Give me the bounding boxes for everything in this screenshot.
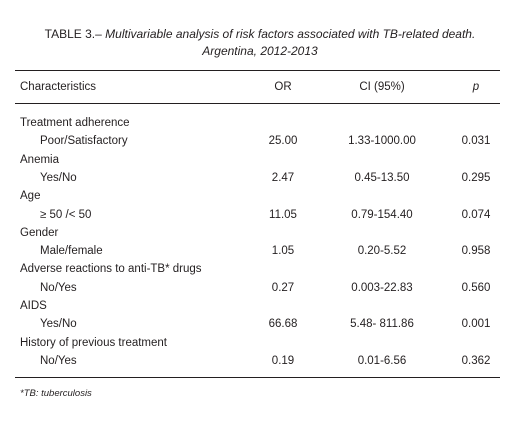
group-label: Adverse reactions to anti-TB* drugs bbox=[20, 263, 202, 276]
caption-label: TABLE 3.– bbox=[44, 27, 102, 41]
cell: 0.20-5.52 bbox=[357, 245, 407, 258]
cell: 0.958 bbox=[461, 245, 491, 258]
cell: 0.79-154.40 bbox=[351, 208, 413, 221]
group-label: Gender bbox=[20, 226, 59, 239]
cell: 0.295 bbox=[461, 171, 491, 184]
caption: TABLE 3.– Multivariable analysis of risk… bbox=[20, 26, 500, 60]
group-label: Anemia bbox=[20, 153, 59, 166]
cell: 66.68 bbox=[268, 318, 298, 331]
row-label: ≥ 50 /< 50 bbox=[40, 208, 92, 221]
column-header: OR bbox=[274, 81, 292, 93]
cell: 0.45-13.50 bbox=[354, 171, 410, 184]
cell: 0.01-6.56 bbox=[357, 354, 407, 367]
cell: 25.00 bbox=[268, 135, 298, 148]
row-label: Male/female bbox=[40, 245, 103, 258]
cell: 0.560 bbox=[461, 281, 491, 294]
row-label: No/Yes bbox=[40, 354, 77, 367]
cell: 1.33-1000.00 bbox=[348, 135, 416, 148]
group-label: Age bbox=[20, 190, 41, 203]
row-label: No/Yes bbox=[40, 281, 77, 294]
cell: 1.05 bbox=[271, 245, 295, 258]
group-label: AIDS bbox=[20, 300, 47, 312]
cell: 0.27 bbox=[271, 281, 295, 294]
bottom-rule bbox=[15, 377, 500, 378]
row-label: Yes/No bbox=[40, 171, 77, 184]
cell: 2.47 bbox=[271, 171, 295, 184]
caption-text: Multivariable analysis of risk factors a… bbox=[105, 27, 476, 58]
cell: 0.362 bbox=[461, 354, 491, 367]
header-rule bbox=[15, 103, 500, 104]
cell: 0.19 bbox=[271, 354, 295, 367]
group-label: Treatment adherence bbox=[20, 117, 130, 129]
footnote: *TB: tuberculosis bbox=[20, 388, 92, 399]
row-label: Yes/No bbox=[40, 318, 77, 331]
cell: 11.05 bbox=[269, 208, 297, 221]
row-label: Poor/Satisfactory bbox=[40, 135, 128, 148]
column-header: p bbox=[472, 81, 480, 93]
top-rule bbox=[15, 70, 500, 71]
group-label: History of previous treatment bbox=[20, 336, 168, 349]
cell: 0.001 bbox=[461, 318, 491, 331]
cell: 0.074 bbox=[461, 208, 491, 221]
cell: 5.48- 811.86 bbox=[350, 318, 414, 331]
column-header: CI (95%) bbox=[359, 81, 405, 93]
cell: 0.003-22.83 bbox=[351, 281, 413, 294]
column-header: Characteristics bbox=[20, 81, 97, 93]
cell: 0.031 bbox=[461, 135, 491, 148]
